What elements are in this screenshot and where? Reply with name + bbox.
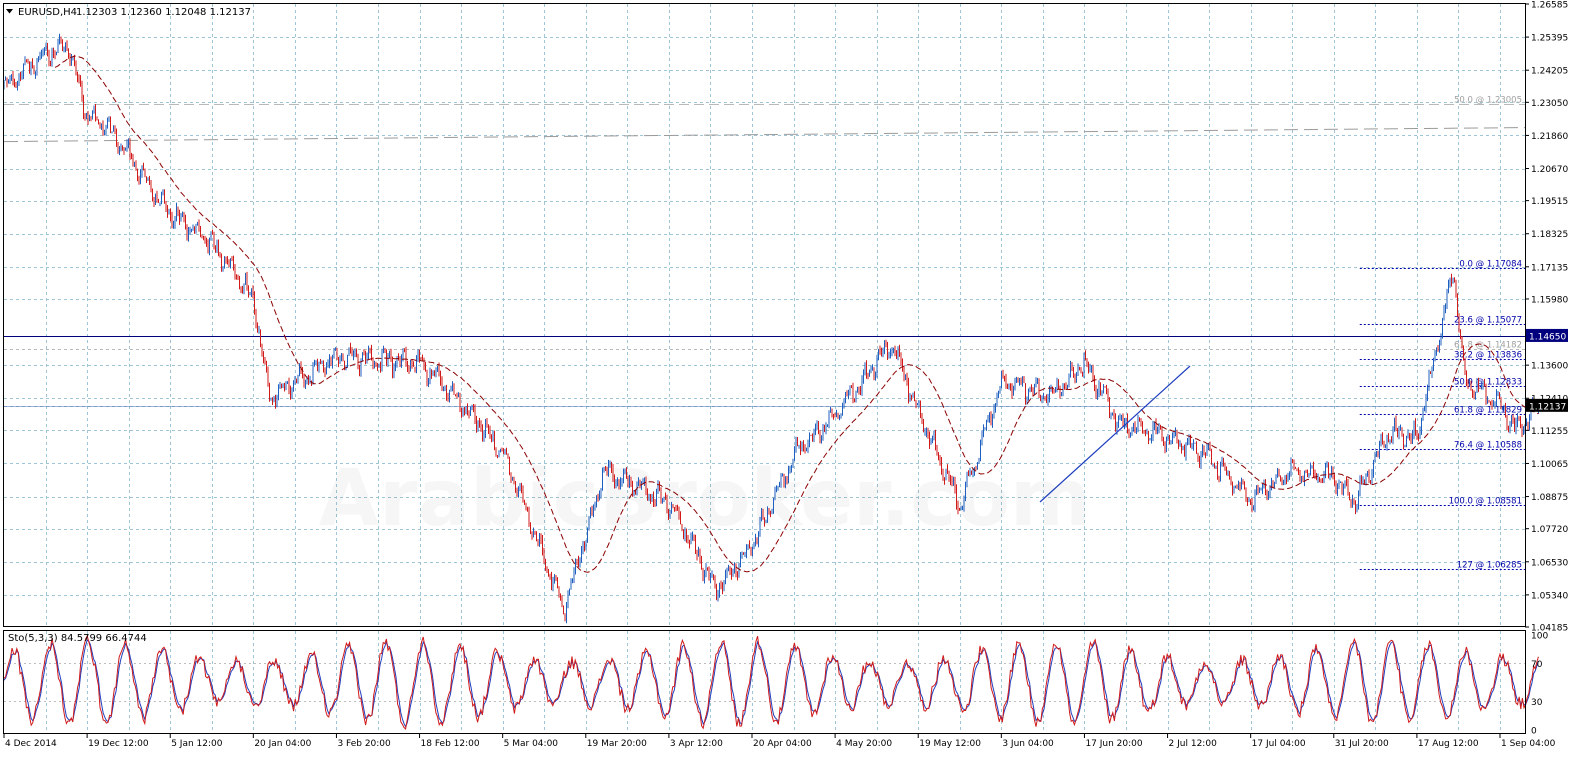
- stochastic-panel-border: [3, 630, 1526, 734]
- watermark: ArabicBroker.com: [319, 454, 1092, 544]
- time-tick-label: 3 Jun 04:00: [1002, 739, 1054, 749]
- price-tick-label: 1.06530: [1531, 558, 1568, 568]
- price-tick-label: 1.04185: [1531, 624, 1568, 634]
- stoch-tick-label: 30: [1531, 698, 1543, 708]
- moving-average-line: [54, 55, 1539, 573]
- fib-level-label: 127 @ 1.06285: [1457, 561, 1522, 571]
- price-tick-label: 1.11255: [1531, 427, 1568, 437]
- time-tick-label: 2 Jul 12:00: [1169, 739, 1218, 749]
- fib-extra-label: 61.8 @ 1.14182: [1454, 341, 1522, 351]
- time-tick-label: 17 Jun 20:00: [1085, 739, 1142, 749]
- price-tick-label: 1.17135: [1531, 263, 1568, 273]
- fib-level-label: 61.8 @ 1.11829: [1454, 406, 1522, 416]
- svg-text:1.14650: 1.14650: [1529, 332, 1566, 342]
- long-term-line: [3, 127, 1526, 143]
- stoch-tick-label: 0: [1531, 727, 1537, 737]
- time-tick-label: 3 Apr 12:00: [670, 739, 723, 749]
- fib-level-label: 100.0 @ 1.08581: [1449, 497, 1522, 507]
- price-tick-label: 1.15980: [1531, 295, 1568, 305]
- time-tick-label: 3 Feb 20:00: [337, 739, 391, 749]
- price-tick-label: 1.21860: [1531, 132, 1568, 142]
- svg-text:1.12137: 1.12137: [1529, 402, 1566, 412]
- horizontal-levels: [4, 336, 1525, 407]
- price-tick-label: 1.07720: [1531, 525, 1568, 535]
- time-tick-label: 4 May 20:00: [836, 739, 892, 749]
- stoch-tick-label: 70: [1531, 660, 1543, 670]
- time-tick-label: 31 Jul 20:00: [1335, 739, 1389, 749]
- price-tick-label: 1.19515: [1531, 197, 1568, 207]
- time-tick-label: 17 Jul 04:00: [1252, 739, 1306, 749]
- time-tick-label: 18 Feb 12:00: [421, 739, 480, 749]
- price-tick-label: 1.18325: [1531, 230, 1568, 240]
- fib-level-label: 23.6 @ 1.15077: [1454, 316, 1522, 326]
- stochastic-main-line: [3, 634, 1539, 731]
- price-tick-label: 1.05340: [1531, 591, 1568, 601]
- current-price-label: 1.12137: [1526, 398, 1568, 412]
- symbol-dropdown-icon[interactable]: [6, 9, 13, 14]
- fib-extra-label: 50.0 @ 1.23005: [1454, 96, 1522, 106]
- fib-level-label: 38.2 @ 1.13836: [1454, 351, 1522, 361]
- time-tick-label: 17 Aug 12:00: [1418, 739, 1479, 749]
- level-price-label: 1.14650: [1526, 328, 1568, 342]
- price-tick-label: 1.20670: [1531, 165, 1568, 175]
- candles: [3, 33, 1539, 624]
- stoch-tick-label: 100: [1531, 632, 1548, 642]
- price-axis: 1.26585 1.25395 1.24205 1.23050 1.21860 1.206…: [1525, 1, 1568, 634]
- time-tick-label: 20 Apr 04:00: [753, 739, 812, 749]
- time-tick-label: 1 Sep 04:00: [1501, 739, 1556, 749]
- time-tick-label: 19 May 12:00: [919, 739, 981, 749]
- price-tick-label: 1.23050: [1531, 99, 1568, 109]
- ohlc-values: 1.12303 1.12360 1.12048 1.12137: [76, 7, 251, 18]
- price-tick-label: 1.10065: [1531, 460, 1568, 470]
- stochastic-label: Sto(5,3,3) 84.5799 66.4744: [8, 633, 147, 644]
- time-tick-label: 19 Mar 20:00: [587, 739, 647, 749]
- price-tick-label: 1.24205: [1531, 67, 1568, 77]
- price-tick-label: 1.08875: [1531, 493, 1568, 503]
- symbol-label: EURUSD,H4: [18, 7, 77, 18]
- time-axis: 4 Dec 2014 19 Dec 12:00 5 Jan 12:00 20 Jan …: [3, 734, 1556, 749]
- price-tick-label: 1.25395: [1531, 34, 1568, 44]
- time-tick-label: 5 Jan 12:00: [171, 739, 223, 749]
- time-tick-label: 4 Dec 2014: [5, 739, 57, 749]
- fib-level-label: 0.0 @ 1.17084: [1459, 260, 1522, 270]
- time-tick-label: 19 Dec 12:00: [88, 739, 149, 749]
- main-panel-border: [3, 3, 1526, 627]
- fib-level-label: 50.0 @ 1.12833: [1454, 378, 1522, 388]
- support-trendline[interactable]: [1039, 365, 1191, 503]
- fib-level-label: 76.4 @ 1.10588: [1454, 441, 1522, 451]
- price-tick-label: 1.26585: [1531, 1, 1568, 11]
- time-tick-label: 20 Jan 04:00: [254, 739, 311, 749]
- stochastic-axis: 100 70 30 0: [1531, 632, 1548, 737]
- fibonacci-levels: 0.0 @ 1.17084 23.6 @ 1.15077 38.2 @ 1.1383…: [3, 96, 1526, 571]
- time-tick-label: 5 Mar 04:00: [504, 739, 559, 749]
- price-tick-label: 1.13600: [1531, 362, 1568, 372]
